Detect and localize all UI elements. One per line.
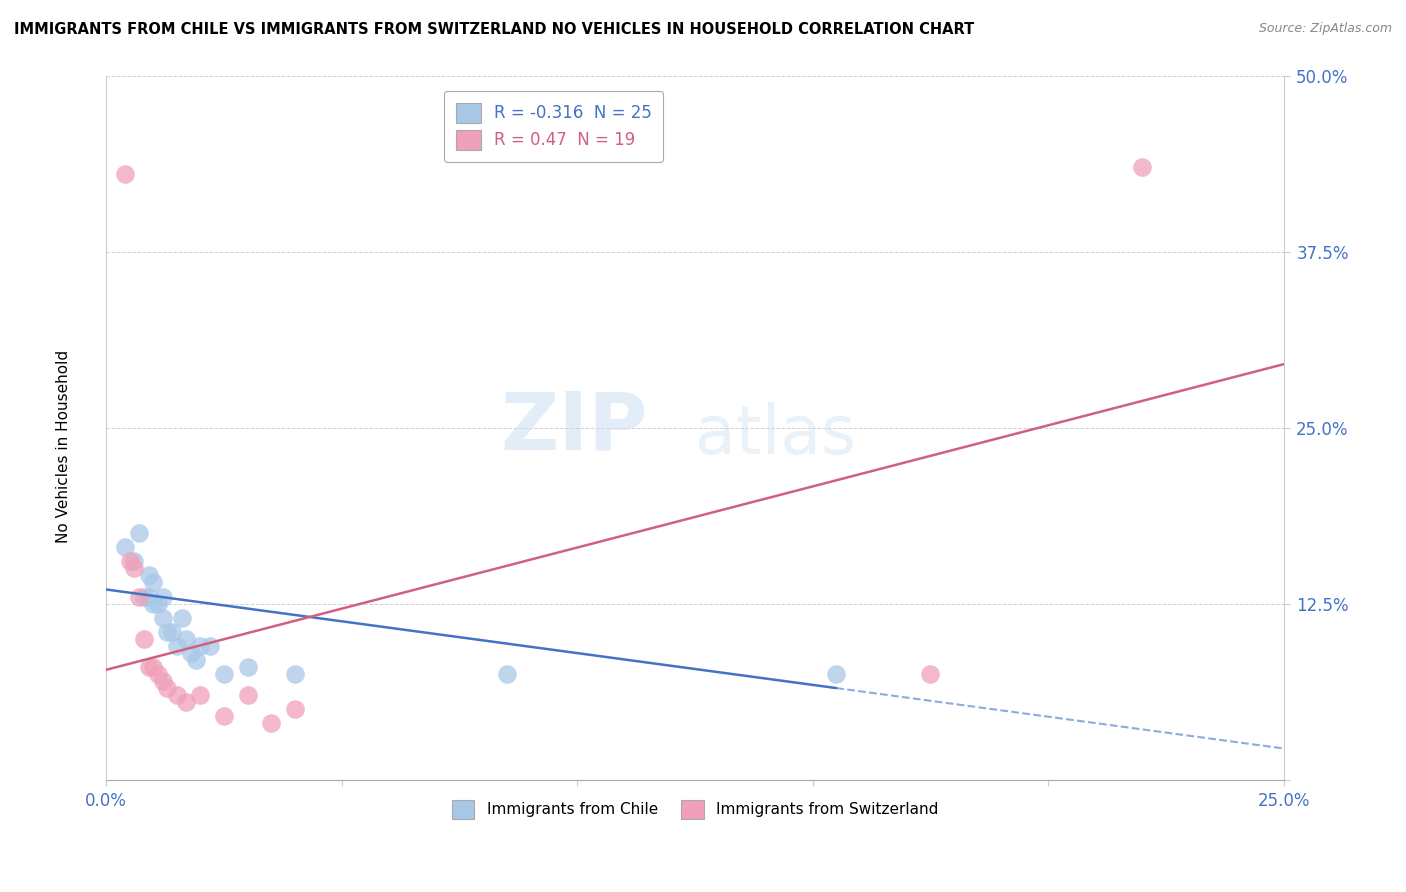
Point (152, 673, 174, 688)
Point (236, 660, 259, 674)
Point (212, 709, 235, 723)
Point (152, 610, 174, 624)
Point (160, 624, 183, 639)
Point (146, 667, 169, 681)
Point (166, 688, 188, 702)
Text: IMMIGRANTS FROM CHILE VS IMMIGRANTS FROM SWITZERLAND NO VEHICLES IN HOUSEHOLD CO: IMMIGRANTS FROM CHILE VS IMMIGRANTS FROM… (14, 22, 974, 37)
Point (166, 639, 188, 653)
Text: No Vehicles in Household: No Vehicles in Household (56, 350, 70, 542)
Point (124, 554, 146, 568)
Point (920, 667, 942, 681)
Point (156, 681, 179, 695)
Point (128, 590, 150, 604)
Point (138, 660, 160, 674)
Text: atlas: atlas (695, 401, 856, 467)
Point (1132, 160, 1154, 174)
Text: ZIP: ZIP (501, 389, 648, 467)
Point (825, 667, 848, 681)
Point (152, 590, 174, 604)
Point (114, 167, 136, 181)
Point (138, 590, 160, 604)
Text: Source: ZipAtlas.com: Source: ZipAtlas.com (1258, 22, 1392, 36)
Point (132, 590, 155, 604)
Point (190, 688, 212, 702)
Point (495, 667, 517, 681)
Point (138, 568, 160, 582)
Point (212, 667, 235, 681)
Point (284, 667, 307, 681)
Point (128, 526, 150, 541)
Point (114, 541, 136, 555)
Point (176, 695, 198, 709)
Point (146, 597, 169, 611)
Point (236, 688, 259, 702)
Point (198, 639, 221, 653)
Point (190, 639, 212, 653)
Legend: Immigrants from Chile, Immigrants from Switzerland: Immigrants from Chile, Immigrants from S… (446, 794, 945, 825)
Point (180, 646, 202, 660)
Point (142, 660, 165, 674)
Point (260, 716, 283, 731)
Point (132, 632, 155, 646)
Point (156, 624, 179, 639)
Point (142, 575, 165, 590)
Point (118, 554, 141, 568)
Point (170, 610, 193, 624)
Point (284, 702, 307, 716)
Point (176, 632, 198, 646)
Point (124, 561, 146, 575)
Point (142, 597, 165, 611)
Point (184, 653, 207, 667)
